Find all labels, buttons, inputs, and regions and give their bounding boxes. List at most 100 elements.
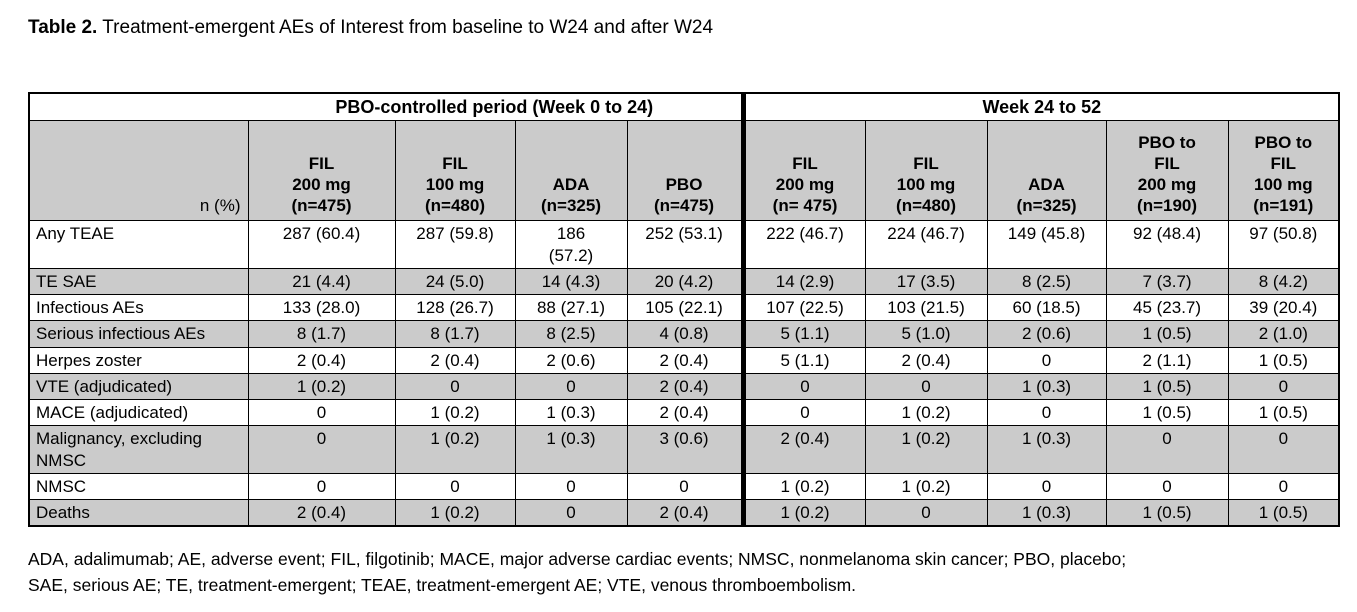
table-cell: 1 (0.2) — [864, 425, 988, 474]
table-cell: 0 — [864, 499, 988, 527]
row-label: TE SAE — [28, 267, 249, 296]
table-cell: 0 — [986, 398, 1107, 427]
table-row: Deaths 2 (0.4) 1 (0.2) 0 2 (0.4) 1 (0.2) 0 1 (0… — [28, 499, 1340, 527]
table-cell: 21 (4.4) — [247, 267, 396, 296]
table-cell: 1 (0.5) — [1227, 346, 1340, 374]
table-cell: 0 — [247, 398, 396, 427]
table-row: VTE (adjudicated) 1 (0.2) 0 0 2 (0.4) 0 0 1 (0.… — [28, 372, 1340, 401]
table-cell: 4 (0.8) — [626, 320, 744, 348]
table-cell: 39 (20.4) — [1227, 293, 1340, 322]
table-cell: 1 (0.5) — [1105, 372, 1229, 401]
table-cell: 88 (27.1) — [514, 293, 628, 322]
table-cell: 0 — [1105, 425, 1229, 474]
table-cell: 287 (59.8) — [394, 220, 516, 269]
table-cell: 5 (1.1) — [740, 346, 866, 374]
table-cell: 2 (0.4) — [626, 499, 744, 527]
table-cell: 0 — [514, 372, 628, 401]
table-cell: 1 (0.3) — [986, 499, 1107, 527]
table-cell: 1 (0.5) — [1105, 398, 1229, 427]
table-cell: 5 (1.1) — [740, 320, 866, 348]
table-cell: 0 — [394, 372, 516, 401]
group-header-week24-52: Week 24 to 52 — [740, 92, 1340, 122]
table-cell: 2 (0.4) — [626, 398, 744, 427]
table-cell: 1 (0.3) — [514, 425, 628, 474]
table-cell: 287 (60.4) — [247, 220, 396, 269]
row-label: NMSC — [28, 472, 249, 501]
table-cell: 1 (0.5) — [1105, 499, 1229, 527]
table-row: Herpes zoster 2 (0.4) 2 (0.4) 2 (0.6) 2 (0.4… — [28, 346, 1340, 374]
group-header-pbo-period: PBO-controlled period (Week 0 to 24) — [248, 92, 744, 122]
column-header-pbo-to-fil100: PBO to FIL 100 mg (n=191) — [1227, 120, 1340, 222]
table-cell: 8 (2.5) — [514, 320, 628, 348]
table-cell: 8 (1.7) — [247, 320, 396, 348]
column-header-ada-p1: ADA (n=325) — [514, 120, 628, 222]
table-cell: 2 (0.4) — [864, 346, 988, 374]
table-cell: 92 (48.4) — [1105, 220, 1229, 269]
table-cell: 8 (4.2) — [1227, 267, 1340, 296]
table-row: Infectious AEs 133 (28.0) 128 (26.7) 88 (27… — [28, 293, 1340, 322]
table-cell: 0 — [740, 372, 866, 401]
table-caption: Treatment-emergent AEs of Interest from … — [97, 17, 714, 38]
abbreviations-footnote: ADA, adalimumab; AE, adverse event; FIL,… — [28, 549, 1127, 595]
row-label: Infectious AEs — [28, 293, 249, 322]
column-header-ada-p2: ADA (n=325) — [986, 120, 1107, 222]
table-cell: 2 (0.4) — [740, 425, 866, 474]
table-cell: 1 (0.2) — [394, 425, 516, 474]
table-cell: 1 (0.3) — [986, 372, 1107, 401]
column-header-fil100-p1: FIL 100 mg (n=480) — [394, 120, 516, 222]
column-header-fil100-p2: FIL 100 mg (n=480) — [864, 120, 988, 222]
table-cell: 1 (0.2) — [740, 499, 866, 527]
row-label: Malignancy, excluding NMSC — [28, 425, 249, 474]
table-cell: 149 (45.8) — [986, 220, 1107, 269]
table-cell: 128 (26.7) — [394, 293, 516, 322]
table-cell: 24 (5.0) — [394, 267, 516, 296]
table-cell: 60 (18.5) — [986, 293, 1107, 322]
table-cell: 0 — [864, 372, 988, 401]
row-label: Serious infectious AEs — [28, 320, 249, 348]
table-cell: 14 (2.9) — [740, 267, 866, 296]
ae-table: PBO-controlled period (Week 0 to 24) Wee… — [28, 91, 1341, 528]
table-cell: 1 (0.5) — [1105, 320, 1229, 348]
table-cell: 3 (0.6) — [626, 425, 744, 474]
group-header-row: PBO-controlled period (Week 0 to 24) Wee… — [28, 92, 1340, 122]
table-cell: 2 (0.4) — [626, 346, 744, 374]
table-cell: 1 (0.2) — [740, 472, 866, 501]
column-header-row: n (%) FIL 200 mg (n=475) FIL 100 mg (n=4… — [28, 120, 1340, 222]
row-label: Herpes zoster — [28, 346, 249, 374]
corner-label: n (%) — [28, 120, 249, 222]
table-cell: 0 — [1227, 372, 1340, 401]
table-cell: 8 (1.7) — [394, 320, 516, 348]
table-cell: 2 (0.4) — [394, 346, 516, 374]
column-header-pbo-p1: PBO (n=475) — [626, 120, 744, 222]
column-header-fil200-p2: FIL 200 mg (n= 475) — [740, 120, 866, 222]
table-cell: 14 (4.3) — [514, 267, 628, 296]
table-cell: 2 (0.4) — [247, 346, 396, 374]
table-cell: 103 (21.5) — [864, 293, 988, 322]
table-cell: 1 (0.2) — [864, 398, 988, 427]
row-label: Any TEAE — [28, 220, 249, 269]
table-cell: 224 (46.7) — [864, 220, 988, 269]
row-label: MACE (adjudicated) — [28, 398, 249, 427]
table-cell: 107 (22.5) — [740, 293, 866, 322]
table-cell: 7 (3.7) — [1105, 267, 1229, 296]
table-cell: 5 (1.0) — [864, 320, 988, 348]
table-cell: 2 (0.4) — [626, 372, 744, 401]
table-cell: 8 (2.5) — [986, 267, 1107, 296]
table-body: Any TEAE 287 (60.4) 287 (59.8) 186 (57.2) 25… — [28, 220, 1340, 527]
table-cell: 0 — [986, 472, 1107, 501]
table-cell: 1 (0.3) — [986, 425, 1107, 474]
table-cell: 0 — [626, 472, 744, 501]
table-cell: 0 — [247, 425, 396, 474]
table-cell: 17 (3.5) — [864, 267, 988, 296]
table-cell: 20 (4.2) — [626, 267, 744, 296]
table-title: Table 2. Treatment-emergent AEs of Inter… — [28, 16, 1357, 40]
table-cell: 2 (0.6) — [514, 346, 628, 374]
table-cell: 222 (46.7) — [740, 220, 866, 269]
table-cell: 1 (0.2) — [864, 472, 988, 501]
table-row: MACE (adjudicated) 0 1 (0.2) 1 (0.3) 2 (0.4)… — [28, 398, 1340, 427]
table-cell: 1 (0.2) — [247, 372, 396, 401]
table-cell: 0 — [1227, 472, 1340, 501]
row-label: VTE (adjudicated) — [28, 372, 249, 401]
table-row: TE SAE 21 (4.4) 24 (5.0) 14 (4.3) 20 (4.2) 14… — [28, 267, 1340, 296]
